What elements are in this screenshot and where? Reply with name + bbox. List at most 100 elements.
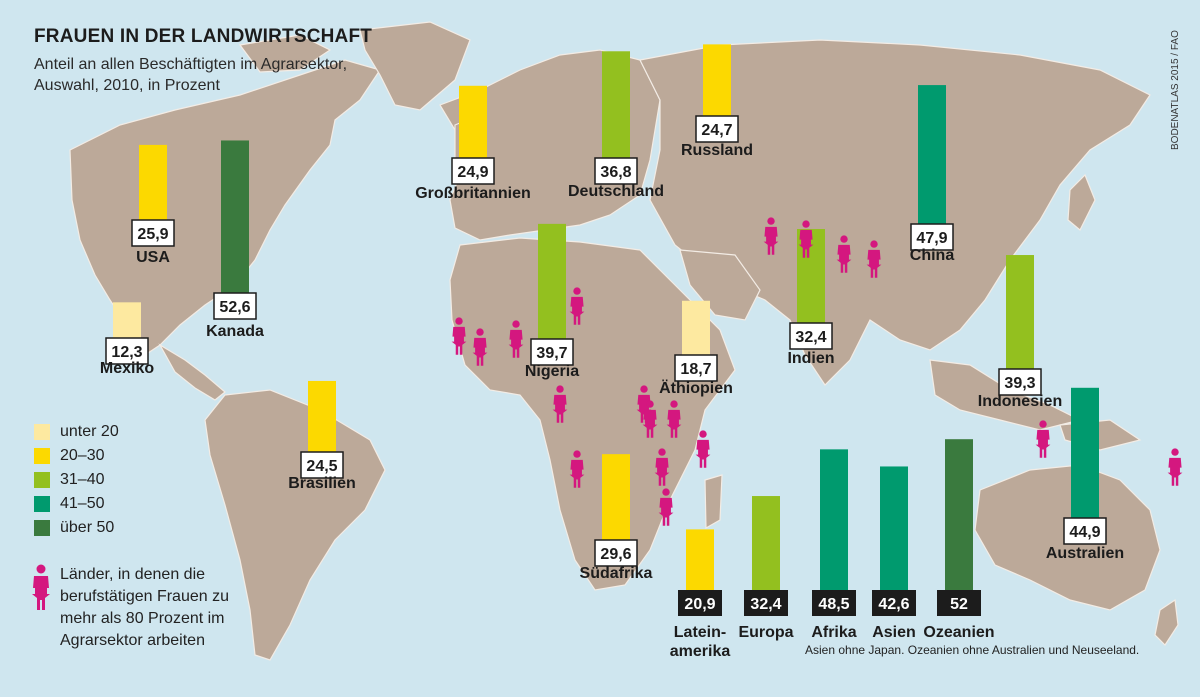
legend-swatch <box>34 448 50 464</box>
woman-icon <box>695 430 711 468</box>
region-value-box <box>678 590 722 616</box>
woman-icon <box>508 320 524 358</box>
region-value-label: 52 <box>950 596 968 613</box>
woman-icon <box>798 220 814 258</box>
land-japan <box>1067 173 1096 231</box>
legend: unter 20 20–30 31–40 41–50 über 50 <box>34 420 119 540</box>
land-greenland <box>359 21 471 111</box>
region-bar <box>945 439 973 590</box>
value-box <box>105 337 149 365</box>
value-box <box>300 451 344 479</box>
value-label: 24,9 <box>457 164 488 181</box>
country-bar <box>139 144 167 220</box>
region-bar <box>686 529 714 590</box>
value-box <box>594 539 638 567</box>
woman-icon <box>451 317 467 355</box>
country-label: Großbritannien <box>415 185 531 202</box>
value-box <box>213 292 257 320</box>
land-central-america <box>158 343 226 401</box>
legend-label: unter 20 <box>60 423 119 440</box>
value-label: 12,3 <box>111 344 142 361</box>
region-bar <box>880 466 908 590</box>
country-label: Mexiko <box>100 360 154 377</box>
legend-swatch <box>34 424 50 440</box>
chart-title: FRAUEN IN DER LANDWIRTSCHAFT <box>34 26 373 47</box>
woman-icon <box>32 564 50 610</box>
country-label: Deutschland <box>568 183 664 200</box>
country-label: Indonesien <box>978 393 1062 410</box>
legend-item: 20–30 <box>34 444 119 468</box>
value-label: 32,4 <box>795 329 826 346</box>
country-label: Australien <box>1046 545 1124 562</box>
value-label: 24,7 <box>701 122 732 139</box>
land-arctic-islands <box>238 34 332 73</box>
region-bar <box>752 496 780 590</box>
woman-icon <box>666 400 682 438</box>
country-label: Brasilien <box>288 475 356 492</box>
land-arabia <box>679 249 761 321</box>
region-value-label: 20,9 <box>684 596 715 613</box>
country-bar <box>308 380 336 452</box>
country-bar <box>113 302 141 338</box>
legend-item: 31–40 <box>34 468 119 492</box>
value-label: 44,9 <box>1069 524 1100 541</box>
value-label: 36,8 <box>600 164 631 181</box>
value-box <box>910 223 954 251</box>
woman-icon <box>472 328 488 366</box>
country-label: USA <box>136 249 170 266</box>
region-value-box <box>872 590 916 616</box>
value-label: 47,9 <box>916 230 947 247</box>
region-value-label: 42,6 <box>878 596 909 613</box>
legend-label: über 50 <box>60 519 115 536</box>
value-label: 39,3 <box>1004 375 1035 392</box>
country-label: Russland <box>681 142 753 159</box>
woman-icon <box>836 235 852 273</box>
country-bar <box>1071 387 1099 518</box>
value-box <box>530 338 574 366</box>
land-new-zealand <box>1154 598 1179 646</box>
legend-item: über 50 <box>34 516 119 540</box>
value-box <box>695 115 739 143</box>
woman-icon <box>642 400 658 438</box>
country-label: Nigeria <box>525 363 579 380</box>
region-value-label: 48,5 <box>818 596 849 613</box>
country-label: Südafrika <box>580 565 653 582</box>
value-box <box>998 368 1042 396</box>
legend-label: 31–40 <box>60 471 105 488</box>
country-label: China <box>910 247 955 264</box>
country-bar <box>602 51 630 158</box>
value-label: 24,5 <box>306 458 337 475</box>
country-label: Indien <box>787 350 834 367</box>
legend-note-text: Länder, in denen die berufstätigen Fraue… <box>60 566 229 649</box>
value-label: 25,9 <box>137 226 168 243</box>
country-bar <box>538 223 566 339</box>
country-bar <box>602 454 630 540</box>
woman-icon <box>552 385 568 423</box>
value-box <box>131 219 175 247</box>
woman-icon <box>658 488 674 526</box>
legend-item: unter 20 <box>34 420 119 444</box>
woman-icon <box>569 450 585 488</box>
legend-swatch <box>34 472 50 488</box>
country-bar <box>221 140 249 293</box>
region-label: Europa <box>738 624 793 641</box>
legend-swatch <box>34 520 50 536</box>
region-label: Latein-amerika <box>670 624 731 660</box>
region-value-box <box>812 590 856 616</box>
value-box <box>1063 517 1107 545</box>
value-label: 39,7 <box>536 345 567 362</box>
woman-icon <box>654 448 670 486</box>
country-label: Kanada <box>206 323 264 340</box>
country-bar <box>918 85 946 224</box>
region-value-box <box>744 590 788 616</box>
region-label: Ozeanien <box>923 624 994 641</box>
region-label: Asien <box>872 624 916 641</box>
value-label: 52,6 <box>219 299 250 316</box>
footnote: Asien ohne Japan. Ozeanien ohne Australi… <box>805 643 1140 657</box>
land-madagascar <box>704 474 723 530</box>
value-label: 29,6 <box>600 546 631 563</box>
region-value-box <box>937 590 981 616</box>
woman-icon <box>866 240 882 278</box>
